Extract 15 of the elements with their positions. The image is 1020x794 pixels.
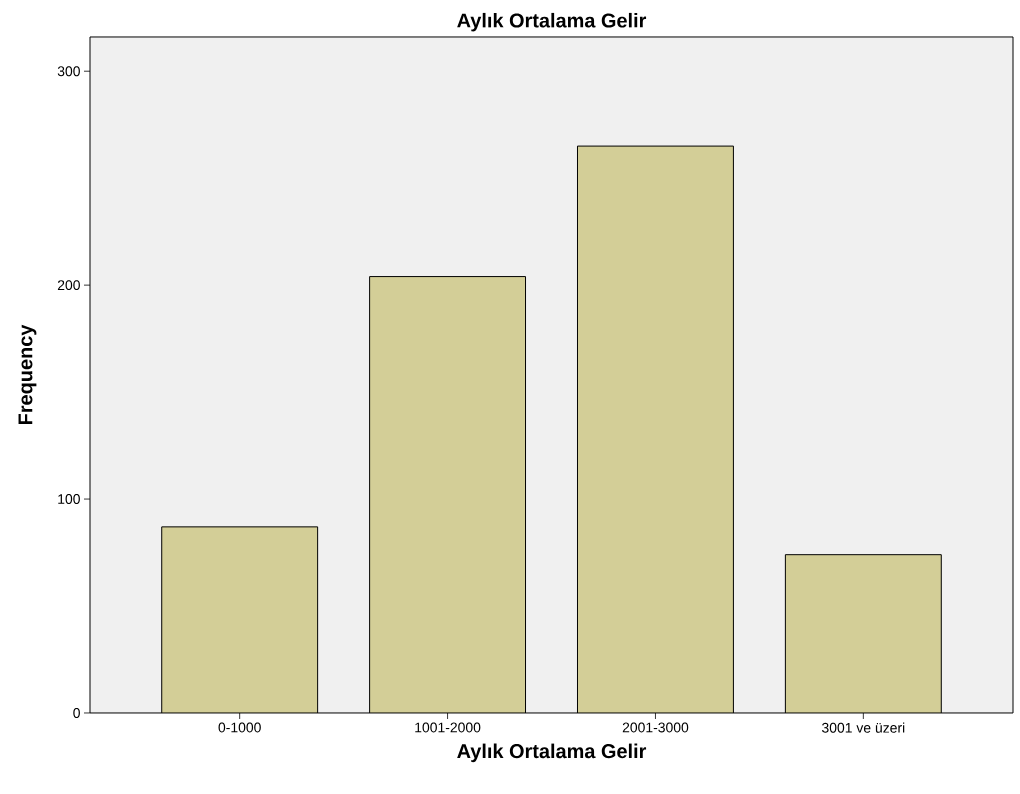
x-tick-label: 0-1000 xyxy=(218,722,261,733)
x-tick-label: 1001-2000 xyxy=(415,722,481,733)
y-tick-label: 0 xyxy=(73,708,80,718)
x-tick-label: 2001-3000 xyxy=(622,722,689,733)
y-tick-label: 100 xyxy=(58,494,80,504)
y-tick-label: 300 xyxy=(57,66,80,77)
bar xyxy=(784,554,942,713)
y-axis-title: Frequency xyxy=(18,324,37,425)
x-tick-label: 3001 ve üzeri xyxy=(822,722,905,733)
y-tick-label: 200 xyxy=(57,280,80,291)
bar xyxy=(161,526,318,713)
bar xyxy=(369,276,527,713)
chart-title: Aylık Ortalama Gelir xyxy=(457,12,647,32)
x-axis-title: Aylık Ortalama Gelir xyxy=(457,743,647,763)
bar xyxy=(577,145,734,713)
